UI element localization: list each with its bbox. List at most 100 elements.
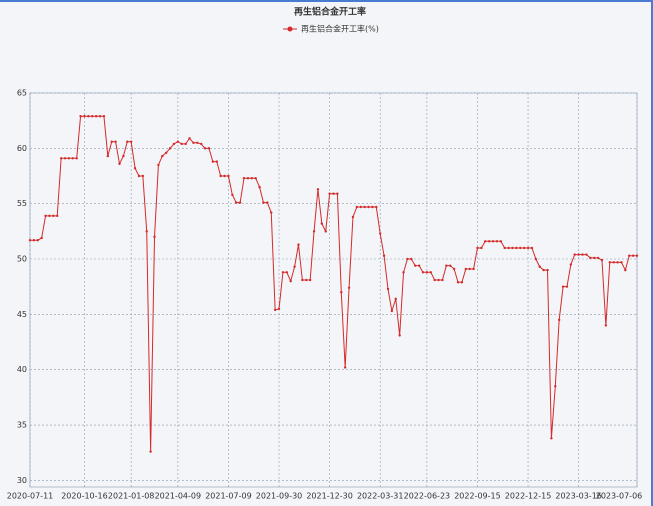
point	[522, 246, 526, 250]
y-tick-label: 35	[17, 421, 27, 430]
point	[503, 246, 506, 250]
point	[56, 214, 59, 218]
point	[390, 309, 394, 313]
point	[293, 265, 296, 268]
point	[565, 285, 569, 288]
point	[176, 140, 180, 143]
point	[110, 140, 113, 143]
point	[227, 174, 230, 178]
point	[480, 246, 483, 250]
point	[371, 205, 374, 209]
point	[460, 281, 464, 284]
point	[585, 253, 588, 256]
point	[200, 142, 203, 146]
point	[203, 147, 207, 150]
point	[402, 271, 405, 274]
point	[297, 243, 300, 246]
point	[347, 286, 351, 289]
point	[98, 115, 102, 118]
point	[52, 214, 55, 218]
x-tick-label: 2022-12-15	[505, 492, 552, 501]
point	[83, 115, 86, 118]
point	[87, 115, 90, 118]
x-tick-label: 2022-09-15	[454, 492, 501, 501]
point	[316, 188, 320, 191]
point	[433, 278, 436, 282]
point	[211, 160, 215, 163]
point	[386, 287, 390, 291]
y-tick-label: 45	[17, 310, 27, 319]
point	[168, 147, 172, 150]
point	[223, 174, 226, 178]
point	[355, 205, 359, 209]
point	[569, 263, 573, 266]
point	[592, 256, 596, 260]
point	[472, 267, 475, 271]
point	[262, 201, 265, 204]
point	[589, 256, 592, 260]
x-tick-label: 2023-07-06	[596, 492, 643, 501]
point	[59, 157, 63, 160]
point	[277, 307, 281, 311]
point	[406, 257, 409, 261]
point	[44, 214, 47, 218]
point	[546, 268, 549, 272]
y-tick-label: 65	[17, 89, 27, 98]
y-tick-label: 55	[17, 199, 27, 208]
point	[336, 192, 339, 195]
point	[495, 240, 499, 243]
point	[499, 240, 503, 243]
point	[161, 154, 164, 158]
point	[561, 285, 565, 288]
legend-marker	[287, 26, 293, 32]
point	[441, 278, 444, 282]
point	[456, 281, 460, 284]
point	[36, 238, 39, 242]
point	[114, 140, 117, 143]
point	[581, 253, 584, 256]
point	[196, 141, 199, 145]
x-tick-label: 2023-03-16	[555, 492, 602, 501]
point	[608, 261, 611, 264]
point	[394, 297, 397, 301]
point	[40, 236, 43, 240]
y-tick-label: 50	[17, 255, 27, 264]
point	[192, 141, 195, 145]
point	[631, 254, 635, 257]
point	[624, 268, 627, 272]
point	[145, 230, 148, 233]
point	[102, 115, 106, 118]
point	[476, 246, 479, 250]
point	[410, 257, 413, 261]
point	[468, 267, 471, 271]
point	[250, 177, 253, 180]
point	[375, 205, 378, 209]
point	[79, 115, 82, 118]
point	[519, 246, 522, 250]
point	[452, 267, 456, 271]
point	[328, 192, 331, 195]
point	[351, 215, 355, 219]
point	[94, 115, 98, 118]
point	[301, 278, 304, 282]
point	[445, 264, 448, 267]
point	[425, 271, 429, 274]
point	[48, 214, 51, 218]
point	[464, 267, 467, 271]
point	[273, 308, 277, 312]
x-tick-label: 2020-10-16	[61, 492, 108, 501]
point	[382, 254, 386, 257]
point	[133, 167, 137, 170]
point	[507, 246, 510, 250]
legend-label: 再生铝合金开工率(%)	[301, 24, 379, 34]
point	[238, 201, 242, 204]
point	[75, 157, 78, 160]
point	[604, 324, 608, 327]
point	[305, 278, 308, 282]
point	[258, 185, 261, 189]
point	[28, 238, 32, 242]
point	[332, 192, 335, 195]
point	[487, 240, 491, 243]
point	[612, 261, 615, 264]
